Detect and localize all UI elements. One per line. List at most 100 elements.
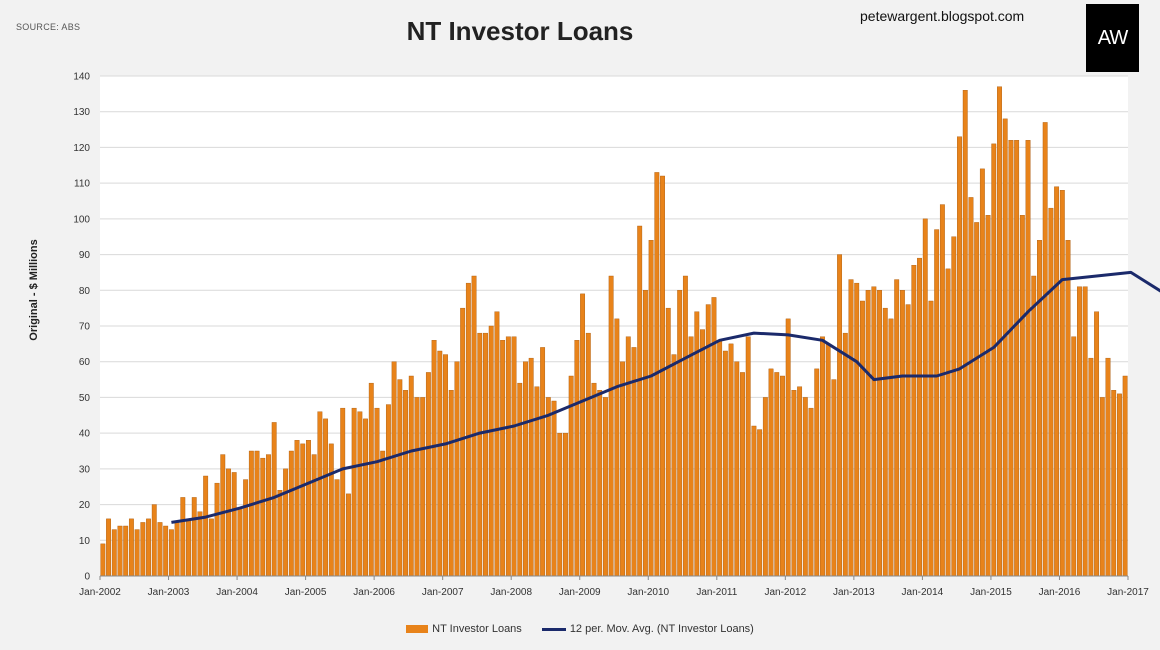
bar [397,379,403,577]
y-tick-label: 90 [79,250,91,261]
bar [186,518,191,577]
y-tick-label: 140 [73,72,90,83]
bar [877,290,882,577]
bar [1065,240,1071,577]
bar [1122,375,1128,577]
bar [671,354,677,577]
bar [288,450,294,577]
bar [431,340,437,577]
bar [660,175,665,577]
bar [443,354,448,577]
bar [134,529,140,577]
bar [871,286,877,577]
bar [294,440,300,577]
bar [860,300,865,577]
bar [603,397,608,577]
bar [448,390,454,577]
bar [545,397,551,577]
bar [328,443,334,577]
bar [460,307,466,577]
bar [785,318,791,577]
moving-average-line [171,270,1160,524]
bar [934,229,940,577]
bar [974,222,980,577]
bar [848,279,854,577]
website-url[interactable]: petewargent.blogspot.com [860,8,1025,24]
bar [391,361,397,577]
x-tick-label: Jan-2015 [970,587,1012,598]
bar [323,418,329,577]
bar [1037,240,1042,577]
bar [791,390,797,577]
y-tick-label: 110 [74,179,90,190]
bar [231,472,237,577]
bar [637,225,643,577]
y-tick-label: 0 [84,572,90,583]
bar [248,450,254,577]
bar [277,490,283,577]
bar [1082,286,1088,577]
bar [317,411,323,577]
bar [523,361,528,577]
bar [854,282,860,577]
bar [688,336,694,577]
legend-item-bars: NT Investor Loans [406,623,522,635]
bar [745,336,751,577]
bar [968,197,974,577]
bar [220,454,226,577]
source-note: SOURCE: ABS [16,22,81,32]
bar [517,382,523,577]
bar [1031,275,1037,577]
x-tick-label: Jan-2009 [559,587,601,598]
legend: NT Investor Loans 12 per. Mov. Avg. (NT … [0,623,1160,635]
bar [528,357,534,577]
bar [420,397,426,577]
x-tick-label: Jan-2007 [422,587,464,598]
bar [951,236,957,577]
x-tick-label: Jan-2017 [1107,587,1149,598]
bar [774,372,780,577]
bar [351,407,357,577]
bar [1071,336,1077,577]
bar [254,450,260,577]
legend-label-bars: NT Investor Loans [432,623,522,635]
bar [368,382,374,577]
bar [642,290,648,577]
bar [597,390,603,577]
x-axis: Jan-2002 Jan-2003 Jan-2004 Jan-2005 Jan-2006… [79,575,1149,598]
bar [500,340,506,577]
bar [728,343,734,577]
x-tick-label: Jan-2011 [696,587,737,598]
bar [814,368,820,577]
x-tick-label: Jan-2012 [764,587,806,598]
bar [494,311,500,577]
bar [334,479,340,577]
bar [1099,397,1105,577]
bar [540,347,546,577]
bar [557,432,563,577]
bar [465,282,471,577]
bar [117,525,123,577]
x-tick-label: Jan-2008 [490,587,532,598]
bar [191,497,197,577]
bar [768,368,774,577]
y-tick-label: 40 [79,429,91,440]
x-tick-label: Jan-2002 [79,587,121,598]
bar [1077,286,1082,577]
bar [208,518,214,577]
bar [1094,311,1100,577]
bar [665,307,671,577]
bar [1117,393,1122,577]
bar [128,518,134,577]
bar [363,418,368,577]
x-tick-label: Jan-2005 [285,587,327,598]
bar [146,518,151,577]
y-tick-label: 80 [79,286,91,297]
bar [226,468,231,577]
y-tick-label: 30 [79,464,91,475]
bar [580,293,586,577]
bar [1105,357,1111,577]
bar [385,404,391,577]
bar [979,168,985,577]
bar [957,136,962,577]
